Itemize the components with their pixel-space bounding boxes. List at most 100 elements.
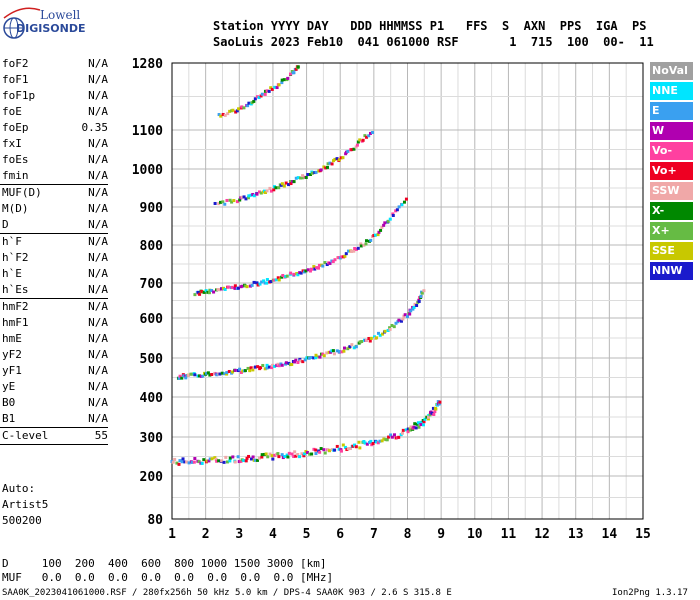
param-row: foEs N/A bbox=[0, 152, 112, 168]
echo-point bbox=[265, 189, 269, 193]
echo-point bbox=[271, 457, 275, 461]
echo-point bbox=[292, 272, 296, 276]
echo-point bbox=[296, 273, 300, 277]
echo-point bbox=[300, 452, 304, 456]
echo-point bbox=[306, 173, 310, 177]
echo-point bbox=[257, 190, 261, 194]
echo-point bbox=[344, 152, 348, 156]
echo-point bbox=[390, 435, 394, 439]
echo-point bbox=[281, 273, 285, 277]
echo-point bbox=[250, 101, 254, 105]
echo-point bbox=[240, 105, 244, 109]
echo-point bbox=[426, 417, 430, 421]
parameter-table: foF2 N/A foF1 N/A foF1p N/A foE N/A foEp 0.35 fxI N… bbox=[0, 56, 112, 445]
param-name: B0 bbox=[2, 396, 16, 409]
echo-point bbox=[430, 411, 434, 415]
echo-point bbox=[210, 288, 214, 292]
echo-point bbox=[218, 372, 222, 376]
echo-point bbox=[249, 284, 253, 288]
echo-point bbox=[299, 271, 303, 275]
y-tick-label: 900 bbox=[140, 201, 164, 216]
echo-point bbox=[400, 431, 404, 435]
echo-point bbox=[359, 244, 363, 248]
autoscale-code: 500200 bbox=[2, 514, 42, 527]
echo-point bbox=[210, 372, 214, 376]
echo-point bbox=[251, 455, 255, 459]
echo-point bbox=[230, 200, 234, 204]
echo-point bbox=[411, 307, 415, 311]
echo-point bbox=[239, 370, 243, 374]
echo-point bbox=[377, 230, 381, 234]
param-name: fxI bbox=[2, 137, 22, 150]
echo-point bbox=[246, 104, 250, 108]
echo-point bbox=[376, 233, 380, 237]
echo-point bbox=[223, 372, 227, 376]
param-name: foEs bbox=[2, 153, 29, 166]
echo-point bbox=[358, 138, 362, 142]
param-row: C-level 55 bbox=[0, 428, 112, 444]
echo-point bbox=[187, 461, 191, 465]
echo-point bbox=[389, 433, 393, 437]
echo-point bbox=[221, 286, 225, 290]
param-value: N/A bbox=[88, 235, 108, 248]
y-tick-label: 800 bbox=[140, 239, 164, 254]
echo-point bbox=[280, 275, 284, 279]
param-name: yF2 bbox=[2, 348, 22, 361]
echo-point bbox=[294, 454, 298, 458]
echo-point bbox=[280, 78, 284, 82]
echo-point bbox=[417, 299, 421, 303]
echo-point bbox=[314, 448, 318, 452]
echo-point bbox=[204, 289, 208, 293]
legend-item: W bbox=[650, 122, 693, 140]
echo-point bbox=[302, 454, 306, 458]
echo-point bbox=[262, 279, 266, 283]
param-row: foEp 0.35 bbox=[0, 120, 112, 136]
echo-point bbox=[185, 460, 189, 464]
echo-point bbox=[215, 373, 219, 377]
x-tick-label: 2 bbox=[202, 527, 210, 542]
echo-point bbox=[245, 285, 249, 289]
echo-point bbox=[378, 333, 382, 337]
echo-point bbox=[271, 363, 275, 367]
echo-point bbox=[256, 365, 260, 369]
param-value: 55 bbox=[94, 429, 108, 442]
param-row: foF1 N/A bbox=[0, 72, 112, 88]
echo-point bbox=[395, 208, 399, 212]
param-row: B0 N/A bbox=[0, 395, 112, 411]
echo-point bbox=[301, 360, 305, 364]
echo-point bbox=[243, 284, 247, 288]
echo-point bbox=[296, 65, 300, 69]
echo-point bbox=[277, 364, 281, 368]
x-tick-label: 8 bbox=[404, 527, 412, 542]
legend-item: Vo+ bbox=[650, 162, 693, 180]
param-value: N/A bbox=[88, 153, 108, 166]
param-row: hmF1 N/A bbox=[0, 315, 112, 331]
echo-point bbox=[220, 371, 224, 375]
echo-point bbox=[269, 280, 273, 284]
echo-point bbox=[312, 265, 316, 269]
param-value: N/A bbox=[88, 380, 108, 393]
echo-point bbox=[436, 400, 440, 404]
echo-point bbox=[247, 454, 251, 458]
echo-point bbox=[364, 239, 368, 243]
echo-point bbox=[394, 436, 398, 440]
echo-point bbox=[273, 85, 277, 89]
echo-point bbox=[381, 332, 385, 336]
param-value: N/A bbox=[88, 283, 108, 296]
echo-point bbox=[268, 452, 272, 456]
echo-point bbox=[259, 365, 263, 369]
param-name: h`F2 bbox=[2, 251, 29, 264]
echo-point bbox=[358, 340, 362, 344]
echo-point bbox=[246, 196, 250, 200]
echo-point bbox=[264, 191, 268, 195]
echo-point bbox=[343, 445, 347, 449]
echo-point bbox=[252, 99, 256, 103]
echo-point bbox=[427, 414, 431, 418]
echo-point bbox=[228, 109, 232, 113]
echo-point bbox=[365, 442, 369, 446]
echo-point bbox=[252, 280, 256, 284]
echo-point bbox=[263, 452, 267, 456]
echo-point bbox=[241, 369, 245, 373]
x-tick-label: 7 bbox=[370, 527, 378, 542]
param-value: N/A bbox=[88, 267, 108, 280]
